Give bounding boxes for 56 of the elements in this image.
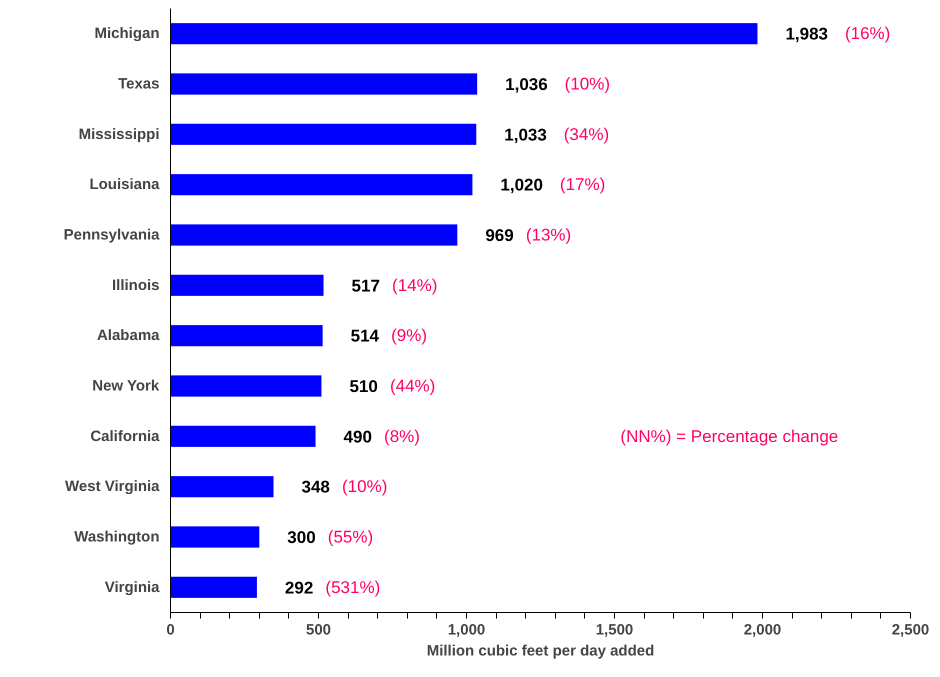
bar xyxy=(170,526,260,548)
annotation: (9%) xyxy=(391,326,428,346)
data-label: 292 xyxy=(284,578,314,598)
data-label: 1,020 xyxy=(500,176,543,195)
x-tick-label: 1,500 xyxy=(596,622,634,638)
bar xyxy=(170,274,324,296)
x-tick-label: 2,500 xyxy=(892,622,930,638)
x-axis-title: Million cubic feet per day added xyxy=(426,642,654,660)
bar xyxy=(170,476,274,498)
x-tick-label: 500 xyxy=(306,622,332,638)
y-tick-label: West Virginia xyxy=(65,478,160,496)
data-label: 517 xyxy=(352,276,380,296)
y-tick-label: Pennsylvania xyxy=(64,226,160,244)
annotation: (14%) xyxy=(392,276,438,295)
y-tick-label: Virginia xyxy=(104,578,160,596)
data-label: 510 xyxy=(349,377,378,396)
y-tick-label: Texas xyxy=(118,76,160,92)
annotation: (55%) xyxy=(328,528,374,546)
y-tick-label: California xyxy=(90,428,160,445)
data-label: 300 xyxy=(287,528,316,547)
annotation: (13%) xyxy=(526,226,572,244)
bar xyxy=(170,576,257,598)
annotation: (34%) xyxy=(564,124,610,144)
bar xyxy=(170,124,476,145)
x-tick-label: 0 xyxy=(166,622,175,638)
y-tick-label: Michigan xyxy=(94,25,160,42)
data-label: 1,036 xyxy=(505,75,548,94)
bar xyxy=(170,174,472,196)
y-tick-label: Mississippi xyxy=(78,126,160,143)
annotation: (17%) xyxy=(560,175,606,194)
annotation: (44%) xyxy=(390,376,436,396)
y-tick-label: New York xyxy=(92,378,160,394)
bar xyxy=(170,325,323,346)
data-label: 348 xyxy=(302,478,330,497)
bar xyxy=(170,224,458,246)
annotation: (531%) xyxy=(325,578,380,597)
y-tick-label: Louisiana xyxy=(89,176,160,194)
y-tick-label: Washington xyxy=(74,528,160,546)
x-tick-label: 1,000 xyxy=(448,622,486,638)
y-tick-label: Illinois xyxy=(112,276,160,294)
bar xyxy=(170,23,758,44)
data-label: 1,983 xyxy=(785,24,828,44)
data-label: 1,033 xyxy=(504,125,547,144)
annotation: (8%) xyxy=(384,426,420,446)
y-tick-label: Alabama xyxy=(96,327,160,344)
x-tick-label: 2,000 xyxy=(744,622,782,638)
bar xyxy=(170,426,316,447)
data-label: 490 xyxy=(344,427,372,446)
annotation: (10%) xyxy=(564,74,610,94)
bar xyxy=(170,375,322,397)
bar xyxy=(170,73,478,95)
annotation: (NN%) = Percentage change xyxy=(620,426,838,446)
annotation: (16%) xyxy=(844,24,890,44)
annotation: (10%) xyxy=(342,477,388,496)
data-label: 514 xyxy=(350,326,380,346)
data-label: 969 xyxy=(485,226,514,245)
